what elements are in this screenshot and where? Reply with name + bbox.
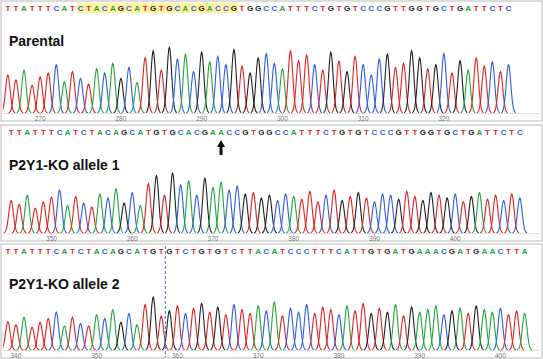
x-tick-label: 340 (10, 352, 21, 359)
panel-frame (1, 244, 542, 358)
trace-peak (303, 191, 318, 232)
panel: TTATTTCATCTACAGCATGTGTCTGTGTCTTACATCCCTT… (0, 244, 542, 359)
x-tick-label: 350 (46, 235, 57, 242)
cut-line (165, 246, 166, 357)
trace-peak (299, 305, 314, 350)
trace-peak (283, 51, 298, 113)
trace-peak (198, 178, 213, 232)
trace-peak (327, 190, 342, 233)
x-axis (3, 350, 540, 351)
x-tick-label: 380 (333, 352, 344, 359)
x-tick-label: 360 (172, 352, 183, 359)
x-tick-label: 320 (438, 115, 449, 122)
trace-peak (109, 189, 124, 233)
trace-peak (194, 52, 209, 112)
panel-frame (1, 1, 542, 121)
x-tick-label: 310 (358, 115, 369, 122)
x-tick-label: 370 (253, 352, 264, 359)
x-tick-label: 360 (127, 235, 138, 242)
trace-peak (437, 54, 452, 113)
panel-frame (1, 125, 542, 241)
panel-label: P2Y1-KO allele 1 (9, 157, 120, 173)
trace-peak (230, 186, 245, 233)
trace-peak (17, 317, 32, 350)
panel-label: P2Y1-KO allele 2 (9, 276, 120, 292)
base-calls: TTATTTCATCTACAGCATGTGCACGACCGTGGCCATTTCT… (5, 4, 511, 13)
trace-peak (493, 308, 508, 349)
x-tick-label: 280 (115, 115, 126, 122)
base-calls: TTATTTCATCTACAGCATGTGTCTGTGTCTTACATCCCTT… (5, 247, 527, 256)
trace-peak (162, 47, 177, 112)
trace-peak (165, 173, 180, 232)
trace-peak (73, 79, 88, 113)
trace-peak (448, 194, 463, 233)
trace-peak (65, 317, 80, 350)
trace-peak (49, 65, 64, 113)
x-tick-label: 400 (450, 235, 461, 242)
trace-peak (210, 307, 225, 350)
trace-peak (517, 313, 532, 349)
panel-label: Parental (9, 33, 64, 49)
trace-peak (469, 58, 484, 113)
chromatogram-figure: TTATTTCATCTACAGCATGTGCACGACCGTGGCCATTTCT… (0, 0, 543, 359)
trace-peak (170, 306, 185, 350)
x-tick-label: 290 (196, 115, 207, 122)
trace-peak (146, 51, 161, 113)
trace-peak (235, 66, 250, 113)
trace-peak (472, 193, 487, 233)
traces (3, 297, 532, 350)
trace-peak (105, 63, 120, 112)
trace-peak (68, 197, 83, 233)
trace-peak (194, 303, 209, 349)
trace-peak (356, 303, 371, 349)
x-tick-label: 380 (288, 235, 299, 242)
trace-peak (412, 58, 427, 113)
trace-peak (146, 297, 161, 350)
mutation-arrow (217, 140, 225, 155)
x-tick-label: 390 (369, 235, 380, 242)
x-tick-label: 370 (208, 235, 219, 242)
traces (3, 47, 516, 112)
trace-peak (388, 305, 403, 350)
trace-peak (356, 65, 371, 113)
trace-peak (210, 56, 225, 112)
x-axis (3, 113, 540, 114)
trace-peak (485, 62, 500, 113)
trace-peak (122, 313, 137, 349)
base-calls: TTATTTCATCTACAGCATGTGCACGAACCGTGGCCATTTC… (9, 128, 523, 137)
trace-peak (380, 54, 395, 112)
trace-peak (512, 198, 527, 233)
guide-highlight (76, 3, 238, 13)
trace-peak (105, 310, 120, 350)
trace-peak (214, 182, 229, 232)
trace-peak (501, 65, 516, 113)
trace-peak (259, 54, 274, 113)
x-tick-label: 270 (35, 115, 46, 122)
trace-peak (20, 195, 35, 232)
trace-peak (227, 50, 242, 113)
x-tick-label: 400 (495, 352, 506, 359)
x-tick-label: 300 (277, 115, 288, 122)
trace-peak (181, 181, 196, 233)
trace-peak (453, 61, 468, 113)
trace-peak (65, 72, 80, 113)
traces (4, 173, 527, 233)
trace-peak (299, 55, 314, 113)
trace-peak (17, 70, 32, 113)
trace-peak (332, 61, 347, 112)
trace-peak (49, 312, 64, 350)
trace-peak (267, 302, 282, 350)
trace-peak (323, 52, 338, 112)
trace-peak (149, 176, 164, 233)
x-tick-label: 350 (91, 352, 102, 359)
x-tick-label: 390 (414, 352, 425, 359)
trace-peak (125, 193, 140, 233)
panel: TTATTTCATCTACAGCATGTGCACGAACCGTGGCCATTTC… (1, 125, 542, 242)
trace-peak (428, 306, 443, 350)
trace-peak (122, 67, 137, 112)
trace-peak (52, 190, 67, 233)
trace-peak (178, 54, 193, 112)
panel: TTATTTCATCTACAGCATGTGCACGACCGTGGCCATTTCT… (0, 1, 542, 122)
